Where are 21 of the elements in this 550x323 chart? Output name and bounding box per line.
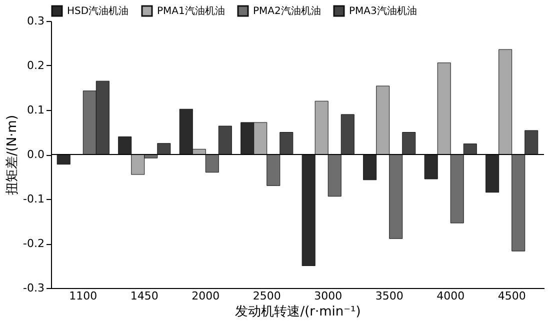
x-tick-label: 1450 xyxy=(130,290,158,302)
y-tick-label: -0.1 xyxy=(23,192,44,206)
legend-label: HSD汽油机油 xyxy=(67,5,129,17)
legend-label: PMA2汽油机油 xyxy=(253,5,321,17)
legend-label: PMA1汽油机油 xyxy=(157,5,225,17)
y-tick-label: -0.2 xyxy=(23,237,44,250)
x-axis-title: 发动机转速/(r·min⁻¹) xyxy=(235,304,361,320)
y-tick-label: 0.1 xyxy=(27,104,44,116)
x-tick-label: 2000 xyxy=(192,290,220,302)
x-tick-label: 3000 xyxy=(314,290,342,302)
y-tick-label: 0.3 xyxy=(27,14,44,28)
y-tick-label: -0.3 xyxy=(23,282,44,294)
x-tick-label: 3500 xyxy=(375,290,404,302)
y-axis-title: 扭矩差/(N·m) xyxy=(5,114,20,196)
legend-label: PMA3汽油机油 xyxy=(349,5,417,17)
x-tick-label: 4000 xyxy=(436,290,465,302)
x-tick-label: 4500 xyxy=(498,290,526,302)
y-tick-label: 0.2 xyxy=(27,59,44,72)
y-tick-label: 0.0 xyxy=(27,148,44,161)
x-tick-label: 1100 xyxy=(69,290,98,302)
x-tick-label: 2500 xyxy=(252,290,281,302)
